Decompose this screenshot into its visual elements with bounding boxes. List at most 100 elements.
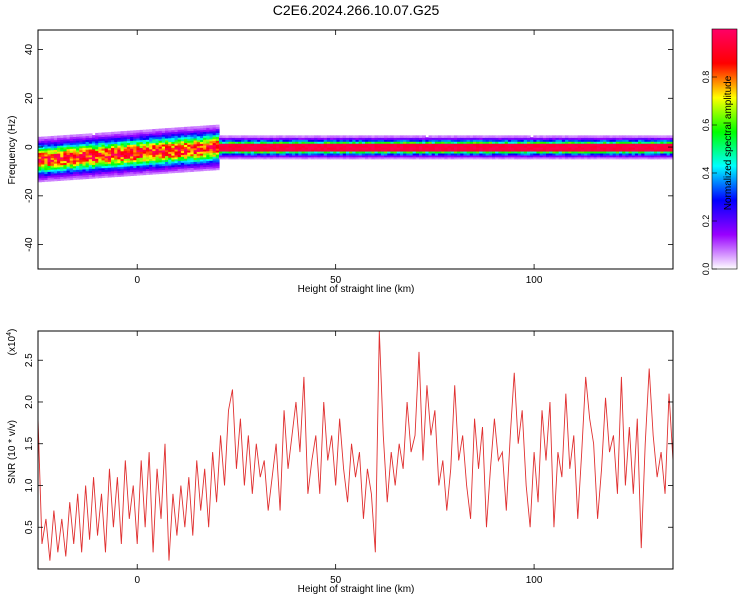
heatmap-cell (333, 147, 338, 150)
heatmap-cell (126, 173, 131, 177)
heatmap-cell (644, 139, 649, 142)
heatmap-cell (155, 163, 160, 167)
heatmap-cell (399, 135, 404, 138)
heatmap-cell (53, 151, 58, 154)
heatmap-cell (530, 139, 534, 142)
heatmap-cell (542, 147, 547, 150)
heatmap-cell (673, 153, 677, 156)
heatmap-cell (352, 141, 357, 144)
heatmap-cell (460, 139, 465, 142)
heatmap-cell (488, 145, 493, 148)
heatmap-cell (180, 154, 185, 157)
heatmap-cell (374, 141, 379, 144)
heatmap-cell (69, 163, 74, 167)
heatmap-cell (88, 166, 93, 170)
heatmap-cell (126, 130, 131, 134)
heatmap-cell (123, 156, 128, 159)
heatmap-cell (180, 160, 185, 163)
heatmap-cell (568, 137, 572, 140)
heatmap-cell (126, 140, 131, 144)
heatmap-cell (472, 149, 477, 152)
heatmap-cell (69, 144, 74, 147)
heatmap-cell (212, 128, 217, 132)
heatmap-cell (123, 173, 128, 177)
heatmap-cell (650, 154, 655, 158)
heatmap-cell (193, 137, 198, 141)
heatmap-cell (342, 154, 347, 158)
heatmap-cell (161, 167, 166, 170)
heatmap-cell (596, 143, 601, 146)
heatmap-cell (488, 152, 493, 156)
heatmap-cell (311, 154, 315, 158)
heatmap-cell (66, 144, 71, 148)
heatmap-cell (136, 149, 141, 153)
heatmap-cell (425, 137, 430, 140)
heatmap-cell (612, 156, 617, 160)
heatmap-cell (647, 135, 652, 138)
heatmap-cell (174, 160, 179, 164)
heatmap-cell (323, 135, 328, 138)
heatmap-cell (145, 162, 150, 166)
heatmap-cell (631, 147, 636, 150)
heatmap-cell (495, 152, 499, 156)
heatmap-cell (431, 137, 436, 140)
heatmap-cell (295, 139, 299, 142)
heatmap-cell (180, 146, 185, 150)
heatmap-cell (171, 170, 176, 174)
heatmap-cell (123, 171, 128, 175)
heatmap-cell (311, 150, 315, 154)
heatmap-cell (63, 170, 68, 173)
heatmap-cell (171, 135, 176, 139)
heatmap-cell (130, 130, 134, 134)
heatmap-cell (57, 162, 61, 166)
heatmap-cell (482, 152, 487, 156)
heatmap-cell (187, 140, 192, 143)
heatmap-cell (485, 137, 490, 140)
heatmap-cell (234, 154, 239, 158)
heatmap-cell (460, 135, 465, 138)
heatmap-cell (666, 139, 671, 142)
heatmap-cell (193, 147, 198, 151)
heatmap-cell (95, 160, 99, 163)
heatmap-cell (660, 149, 665, 152)
heatmap-cell (72, 169, 77, 173)
heatmap-cell (485, 150, 490, 154)
heatmap-cell (638, 147, 642, 150)
heatmap-cell (580, 150, 585, 154)
heatmap-cell (95, 150, 99, 154)
heatmap-cell (317, 141, 322, 144)
heatmap-cell (272, 139, 277, 142)
heatmap-cell (117, 154, 122, 158)
heatmap-cell (520, 135, 525, 138)
heatmap-cell (546, 147, 550, 150)
heatmap-cell (155, 171, 160, 175)
heatmap-cell (218, 139, 223, 142)
heatmap-cell (558, 137, 563, 140)
heatmap-cell (472, 156, 477, 160)
heatmap-cell (377, 156, 382, 160)
heatmap-cell (279, 150, 284, 154)
heatmap-cell (76, 159, 80, 163)
heatmap-cell (647, 141, 652, 144)
heatmap-cell (76, 155, 80, 159)
spectrogram-ytick-label: 40 (24, 44, 35, 56)
heatmap-cell (184, 169, 188, 173)
heatmap-cell (85, 168, 90, 172)
heatmap-cell (282, 141, 287, 144)
heatmap-cell (476, 145, 480, 148)
heatmap-cell (158, 150, 163, 153)
heatmap-cell (41, 171, 45, 175)
heatmap-cell (257, 145, 261, 148)
heatmap-cell (88, 152, 93, 156)
heatmap-cell (91, 152, 96, 156)
heatmap-cell (603, 147, 607, 150)
heatmap-cell (231, 139, 236, 142)
heatmap-cell (149, 162, 153, 165)
heatmap-cell (565, 141, 569, 144)
heatmap-cell (177, 152, 182, 156)
heatmap-cell (158, 132, 163, 136)
heatmap-cell (117, 145, 122, 148)
heatmap-cell (542, 135, 547, 138)
heatmap-cell (422, 145, 426, 148)
